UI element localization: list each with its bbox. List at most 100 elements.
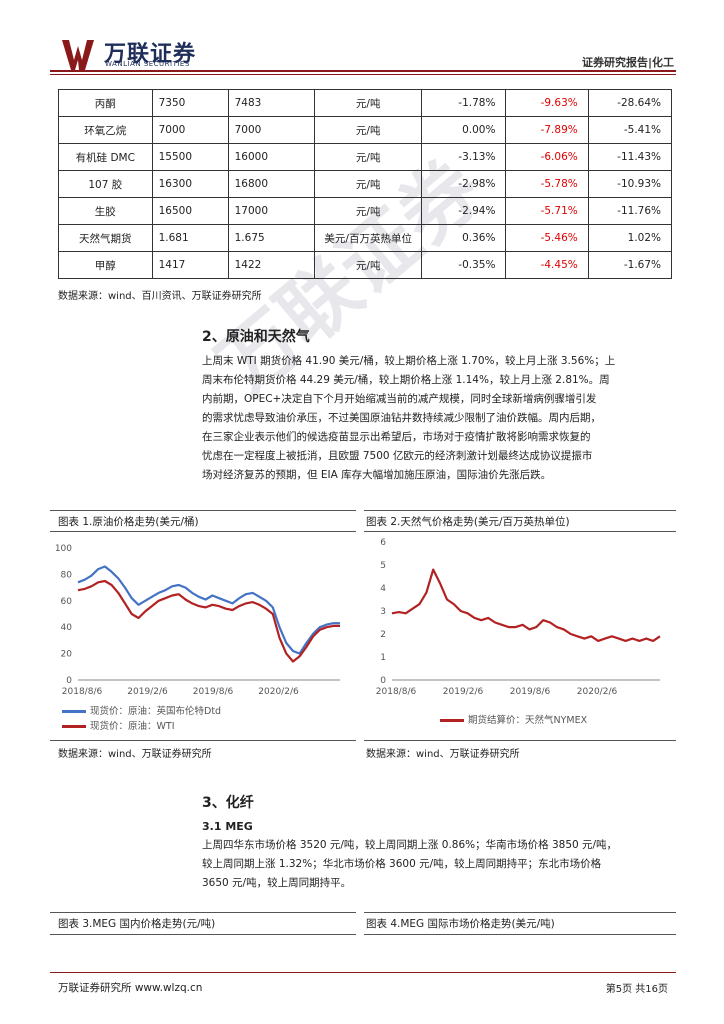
table-row: 天然气期货 1.681 1.675 美元/百万英热单位 0.36% -5.46% 1.02% [58,224,673,252]
y-tick-label: 20 [61,650,73,660]
table-row: 生胶 16500 17000 元/吨 -2.94% -5.71% -11.76% [58,197,673,225]
para-line: 周末布伦特期货价格 44.29 美元/桶，较上期价格上涨 1.14%，较上月上涨… [202,374,610,386]
header-rule [50,70,676,72]
x-tick-label: 2019/2/6 [443,687,484,697]
table-cell: 元/吨 [313,116,423,144]
legend-label: 现货价：原油：WTI [90,721,175,732]
caption-rule [364,912,676,913]
table-cell: -5.71% [505,197,589,225]
table-cell: 甲醇 [58,251,153,279]
table-cell: 丙酮 [58,89,153,117]
table-cell: -28.64% [587,89,673,117]
y-tick-label: 40 [61,623,73,633]
para-line: 的需求忧虑导致油价承压，不过美国原油钻井数持续减少限制了油价跌幅。周内后期， [202,412,601,424]
report-tag: 证券研究报告|化工 [581,56,674,69]
table-cell: 元/吨 [313,251,423,279]
table-cell: 16000 [227,143,315,171]
para-line: 上周末 WTI 期货价格 41.90 美元/桶，较上期价格上涨 1.70%，较上… [202,355,616,367]
table-cell: 有机硅 DMC [58,143,153,171]
table-cell: 15500 [151,143,229,171]
figure-source: 数据来源：wind、万联证券研究所 [58,749,212,760]
table-cell: 7483 [227,89,315,117]
caption-rule [50,912,356,913]
footer-left: 万联证券研究所 www.wlzq.cn [58,982,203,994]
table-cell: -5.78% [505,170,589,198]
caption-rule [50,934,356,935]
y-tick-label: 60 [61,597,73,607]
figure-caption: 图表 3.MEG 国内价格走势(元/吨) [58,918,216,930]
table-cell: 16300 [151,170,229,198]
legend-swatch [440,719,464,722]
logo-subtext: WANLIAN SECURITIES [105,60,190,68]
y-tick-label: 80 [61,570,73,580]
para-line: 场对经济复苏的预期，但 EIA 库存大幅增加施压原油，国际油价先涨后跌。 [202,469,552,481]
table-cell: -7.89% [505,116,589,144]
section-body: 上周四华东市场价格 3520 元/吨，较上周同期上涨 0.86%；华南市场价格 … [202,836,672,893]
legend-label: 现货价：原油：英国布伦特Dtd [90,706,222,717]
caption-rule [50,510,356,511]
x-tick-label: 2019/8/6 [510,687,551,697]
x-tick-label: 2019/8/6 [193,687,234,697]
caption-rule [50,531,356,532]
table-cell: 元/吨 [313,197,423,225]
page-number: 第5页 共16页 [605,984,668,995]
table-cell: 元/吨 [313,143,423,171]
table-cell: 1.675 [227,224,315,252]
table-cell: 17000 [227,197,315,225]
para-line: 3650 元/吨，较上周同期持平。 [202,877,352,889]
table-cell: 7000 [227,116,315,144]
x-tick-label: 2018/8/6 [376,687,417,697]
table-cell: 天然气期货 [58,224,153,252]
table-cell: -2.98% [421,170,507,198]
figure-caption: 图表 4.MEG 国际市场价格走势(美元/吨) [366,918,555,930]
table-cell: 元/吨 [313,89,423,117]
x-tick-label: 2020/2/6 [577,687,618,697]
table-cell: 0.00% [421,116,507,144]
table-cell: 1.681 [151,224,229,252]
table-cell: -1.78% [421,89,507,117]
table-cell: -11.43% [587,143,673,171]
section-body: 上周末 WTI 期货价格 41.90 美元/桶，较上期价格上涨 1.70%，较上… [202,352,672,485]
table-cell: 16800 [227,170,315,198]
series-line [77,565,340,655]
table-row: 环氧乙烷 7000 7000 元/吨 0.00% -7.89% -5.41% [58,116,673,144]
x-tick-label: 2019/2/6 [127,687,168,697]
table-row: 丙酮 7350 7483 元/吨 -1.78% -9.63% -28.64% [58,89,673,117]
table-cell: 元/吨 [313,170,423,198]
y-tick-label: 1 [380,653,386,663]
para-line: 内前期，OPEC+决定自下个月开始缩减当前的减产规模，同时全球新增病例骤增引发 [202,393,597,405]
table-row: 甲醇 1417 1422 元/吨 -0.35% -4.45% -1.67% [58,251,673,279]
chart2-legend: 期货结算价：天然气NYMEX [440,712,587,726]
crude-oil-chart: 0 20 40 60 80 100 2018/8/6 2019/2/6 2019/8/6 2020… [55,544,340,697]
logo-icon [62,40,94,70]
table-cell: -5.41% [587,116,673,144]
table-cell: 生胶 [58,197,153,225]
x-tick-label: 2020/2/6 [258,687,299,697]
caption-rule [364,510,676,511]
price-table: 丙酮 7350 7483 元/吨 -1.78% -9.63% -28.64% 环氧乙烷 7000… [58,89,673,279]
chart1-legend: 现货价：原油：英国布伦特Dtd 现货价：原油：WTI [62,704,221,734]
caption-rule [50,740,356,741]
table-cell: 美元/百万英热单位 [313,224,423,252]
table-source: 数据来源：wind、百川资讯、万联证券研究所 [58,291,262,302]
y-tick-label: 5 [380,561,386,571]
legend-label: 期货结算价：天然气NYMEX [468,715,588,726]
x-tick-label: 2018/8/6 [62,687,103,697]
series-line [77,579,340,663]
table-cell: 7350 [151,89,229,117]
header-rule-thin [50,74,676,75]
para-line: 忧虑在一定程度上被抵消，且欧盟 7500 亿欧元的经济刺激计划最终达成协议提振市 [202,450,593,462]
figure-caption: 图表 1.原油价格走势(美元/桶) [58,516,199,528]
subsection-title: 3.1 MEG [202,820,253,833]
table-cell: 1422 [227,251,315,279]
table-cell: -9.63% [505,89,589,117]
table-cell: 1417 [151,251,229,279]
table-cell: 环氧乙烷 [58,116,153,144]
table-row: 有机硅 DMC 15500 16000 元/吨 -3.13% -6.06% -11.43% [58,143,673,171]
table-cell: 16500 [151,197,229,225]
legend-swatch [62,710,86,713]
table-cell: -10.93% [587,170,673,198]
footer-rule [50,972,676,973]
table-cell: -2.94% [421,197,507,225]
table-cell: -11.76% [587,197,673,225]
